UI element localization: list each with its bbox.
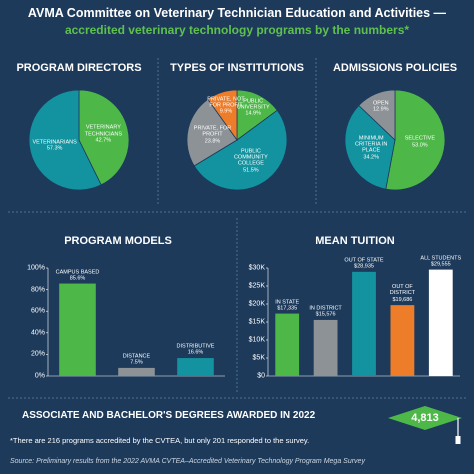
footnote: *There are 216 programs accredited by th… <box>10 436 310 445</box>
bar <box>275 313 300 376</box>
y-tick-label: 100% <box>27 264 45 272</box>
y-tick-label: $10K <box>248 336 265 344</box>
y-tick-label: 40% <box>30 329 45 337</box>
y-tick-label: 0% <box>34 372 45 380</box>
bar-label: ALL STUDENTS $29,555 <box>420 255 462 268</box>
pie-slice <box>78 89 130 186</box>
slice-label: VETERINARIANS 57.3% <box>32 139 78 152</box>
bar-category: CAMPUS BASED <box>55 268 100 275</box>
y-tick-label: 60% <box>30 307 45 315</box>
bar-label: OUT OF STATE $28,935 <box>343 257 385 270</box>
bar-value: 85.6% <box>69 275 86 282</box>
bar-label: IN DISTRICT $15,576 <box>304 305 346 318</box>
slice-value: 9.9% <box>219 108 233 115</box>
bar <box>428 269 453 376</box>
chart-title: ADMISSIONS POLICIES <box>332 62 458 74</box>
bar-value: 7.5% <box>130 359 143 366</box>
slice-category: VETERINARY TECHNICIANS <box>84 124 122 138</box>
bar-category: OUT OF DISTRICT <box>389 284 416 297</box>
bar-value: $29,555 <box>430 261 451 268</box>
slice-label: VETERINARY TECHNICIANS 42.7% <box>80 125 126 144</box>
slice-label: SELECTIVE 53.0% <box>397 136 443 149</box>
chart-title: PROGRAM MODELS <box>64 235 172 247</box>
degrees-count: 4,813 <box>411 412 439 424</box>
graduation-cap <box>388 406 462 430</box>
pie-slice <box>186 98 238 167</box>
bar-category: DISTRIBUTIVE <box>176 343 215 350</box>
chart-title: MEAN TUITION <box>315 235 395 247</box>
slice-value: 57.3% <box>46 145 63 152</box>
slice-category: MINIMUM CRITERIA IN PLACE <box>355 135 388 154</box>
bar <box>352 271 376 376</box>
pie-slice <box>207 89 238 142</box>
bar <box>59 283 96 376</box>
slice-value: 42.7% <box>95 137 112 144</box>
bar-label: IN STATE $17,335 <box>266 299 308 312</box>
chart-title: TYPES OF INSTITUTIONS <box>170 62 304 74</box>
slice-label: PUBLIC UNIVERSITY 14.9% <box>230 98 276 117</box>
pie-slice <box>358 89 396 141</box>
y-tick-label: $20K <box>248 300 265 308</box>
y-tick-label: $5K <box>252 354 265 362</box>
slice-label: OPEN 12.9% <box>358 101 404 114</box>
bar-label: OUT OF DISTRICT $19,686 <box>381 284 423 303</box>
slice-label: MINIMUM CRITERIA IN PLACE 34.2% <box>348 135 394 160</box>
slice-category: PRIVATE, NOT FOR PROFIT <box>207 96 245 109</box>
y-tick-label: 80% <box>30 286 45 294</box>
bar <box>313 319 338 376</box>
chart-title: PROGRAM DIRECTORS <box>16 62 142 74</box>
degrees-title: ASSOCIATE AND BACHELOR'S DEGREES AWARDED… <box>22 410 316 421</box>
bar-category: ALL STUDENTS <box>420 254 462 261</box>
slice-category: SELECTIVE <box>404 135 436 142</box>
y-tick-label: $15K <box>248 318 265 326</box>
slice-category: VETERINARIANS <box>32 139 77 146</box>
bar-category: OUT OF STATE <box>344 257 384 264</box>
slice-category: PRIVATE, FOR PROFIT <box>193 125 232 138</box>
slice-value: 14.9% <box>245 111 262 118</box>
slice-value: 53.0% <box>412 142 428 149</box>
bar <box>118 367 155 376</box>
bar-category: DISTANCE <box>122 353 151 360</box>
bar-label: CAMPUS BASED 85.6% <box>46 269 109 282</box>
bar-label: DISTRIBUTIVE 16.6% <box>164 343 227 356</box>
y-tick-label: $0 <box>257 372 265 380</box>
page-title: AVMA Committee on Veterinary Technician … <box>27 6 447 20</box>
bar <box>390 305 415 376</box>
bar-label: DISTANCE 7.5% <box>105 353 168 366</box>
pie-slice <box>385 89 446 191</box>
slice-value: 51.5% <box>243 167 259 174</box>
source: Source: Preliminary results from the 202… <box>10 458 365 465</box>
bar-value: $15,576 <box>315 311 336 318</box>
y-tick-label: 20% <box>30 350 45 358</box>
pie-slice <box>28 89 102 191</box>
y-tick-label: $30K <box>248 264 265 272</box>
slice-label: PUBLIC COMMUNITY COLLEGE 51.5% <box>228 148 274 173</box>
bar <box>177 358 214 376</box>
slice-category: PUBLIC UNIVERSITY <box>236 98 270 111</box>
pie-slice <box>193 109 288 191</box>
bar-category: IN DISTRICT <box>309 305 342 312</box>
bar-category: IN STATE <box>275 298 300 305</box>
tassel-end <box>455 436 461 444</box>
page-subtitle: accredited veterinary technology program… <box>64 23 410 37</box>
bar-value: 16.6% <box>187 349 204 356</box>
slice-label: PRIVATE, NOT FOR PROFIT 9.9% <box>203 96 249 115</box>
slice-category: PUBLIC COMMUNITY COLLEGE <box>233 148 268 167</box>
y-tick-label: $25K <box>248 282 265 290</box>
slice-value: 34.2% <box>363 153 379 160</box>
slice-value: 23.8% <box>204 138 221 145</box>
slice-value: 12.9% <box>373 106 389 113</box>
slice-label: PRIVATE, FOR PROFIT 23.8% <box>190 126 236 145</box>
bar-value: $19,686 <box>392 296 413 303</box>
slice-category: OPEN <box>373 100 389 107</box>
bar-value: $28,935 <box>354 263 374 270</box>
pie-slice <box>344 104 396 190</box>
bar-value: $17,335 <box>277 305 298 312</box>
